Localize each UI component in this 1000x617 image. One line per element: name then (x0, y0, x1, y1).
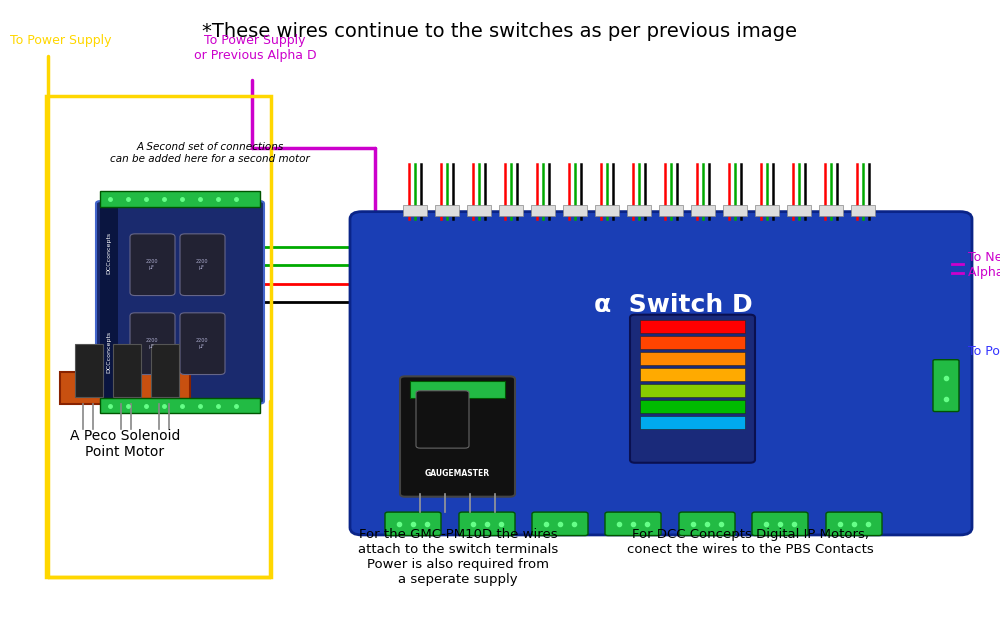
Text: For the GMC-PM10D the wires
attach to the switch terminals
Power is also require: For the GMC-PM10D the wires attach to th… (358, 528, 558, 586)
Bar (435, 205, 459, 216)
Bar (819, 205, 843, 216)
Bar (499, 205, 523, 216)
Bar (467, 205, 491, 216)
Bar (755, 205, 779, 216)
FancyBboxPatch shape (826, 512, 882, 536)
FancyBboxPatch shape (752, 512, 808, 536)
Bar (691, 205, 715, 216)
Bar (640, 400, 745, 413)
FancyBboxPatch shape (679, 512, 735, 536)
Bar (640, 416, 745, 429)
FancyBboxPatch shape (130, 313, 175, 375)
FancyBboxPatch shape (180, 234, 225, 296)
Bar (640, 320, 745, 333)
Text: A Second set of connections
can be added here for a second motor: A Second set of connections can be added… (110, 142, 310, 164)
Bar (787, 205, 811, 216)
Text: 2200
µF: 2200 µF (196, 338, 208, 349)
Bar (113, 344, 141, 397)
FancyBboxPatch shape (180, 313, 225, 375)
Text: 2200
µF: 2200 µF (146, 259, 158, 270)
FancyBboxPatch shape (532, 512, 588, 536)
FancyBboxPatch shape (416, 391, 469, 448)
Text: For DCC Concepts Digital IP Motors,
conect the wires to the PBS Contacts: For DCC Concepts Digital IP Motors, cone… (627, 528, 873, 555)
Bar (151, 344, 179, 397)
Bar (723, 205, 747, 216)
FancyBboxPatch shape (350, 212, 972, 535)
Text: To Power Supply
or Previous Alpha D: To Power Supply or Previous Alpha D (194, 34, 316, 62)
Bar (659, 205, 683, 216)
Text: A Peco Solenoid
Point Motor: A Peco Solenoid Point Motor (70, 429, 180, 459)
FancyBboxPatch shape (630, 315, 755, 463)
Bar (60, 372, 190, 404)
Text: α  Switch D: α Switch D (594, 294, 752, 317)
Bar (640, 368, 745, 381)
FancyBboxPatch shape (385, 512, 441, 536)
Bar (100, 204, 118, 401)
Bar (100, 191, 260, 207)
Text: DCCconcepts: DCCconcepts (106, 232, 112, 274)
Text: 2200
µF: 2200 µF (196, 259, 208, 270)
Bar (100, 398, 260, 413)
Text: 2200
µF: 2200 µF (146, 338, 158, 349)
Text: To Next
Alpha D: To Next Alpha D (968, 251, 1000, 280)
Bar (75, 344, 103, 397)
Bar (410, 381, 505, 398)
Bar (640, 384, 745, 397)
Text: *These wires continue to the switches as per previous image: *These wires continue to the switches as… (202, 22, 798, 41)
FancyBboxPatch shape (400, 376, 515, 497)
Bar (403, 205, 427, 216)
Text: DCCconcepts: DCCconcepts (106, 331, 112, 373)
FancyBboxPatch shape (130, 234, 175, 296)
Bar (595, 205, 619, 216)
FancyBboxPatch shape (605, 512, 661, 536)
Bar (851, 205, 875, 216)
FancyBboxPatch shape (459, 512, 515, 536)
Bar (531, 205, 555, 216)
Text: GAUGEMASTER: GAUGEMASTER (425, 468, 490, 478)
Bar (627, 205, 651, 216)
Bar (640, 352, 745, 365)
Text: To Power Supply: To Power Supply (968, 345, 1000, 358)
FancyBboxPatch shape (933, 360, 959, 412)
Bar (563, 205, 587, 216)
Bar (46, 96, 271, 577)
Bar (640, 336, 745, 349)
FancyBboxPatch shape (96, 201, 264, 404)
Text: To Power Supply: To Power Supply (10, 34, 112, 47)
